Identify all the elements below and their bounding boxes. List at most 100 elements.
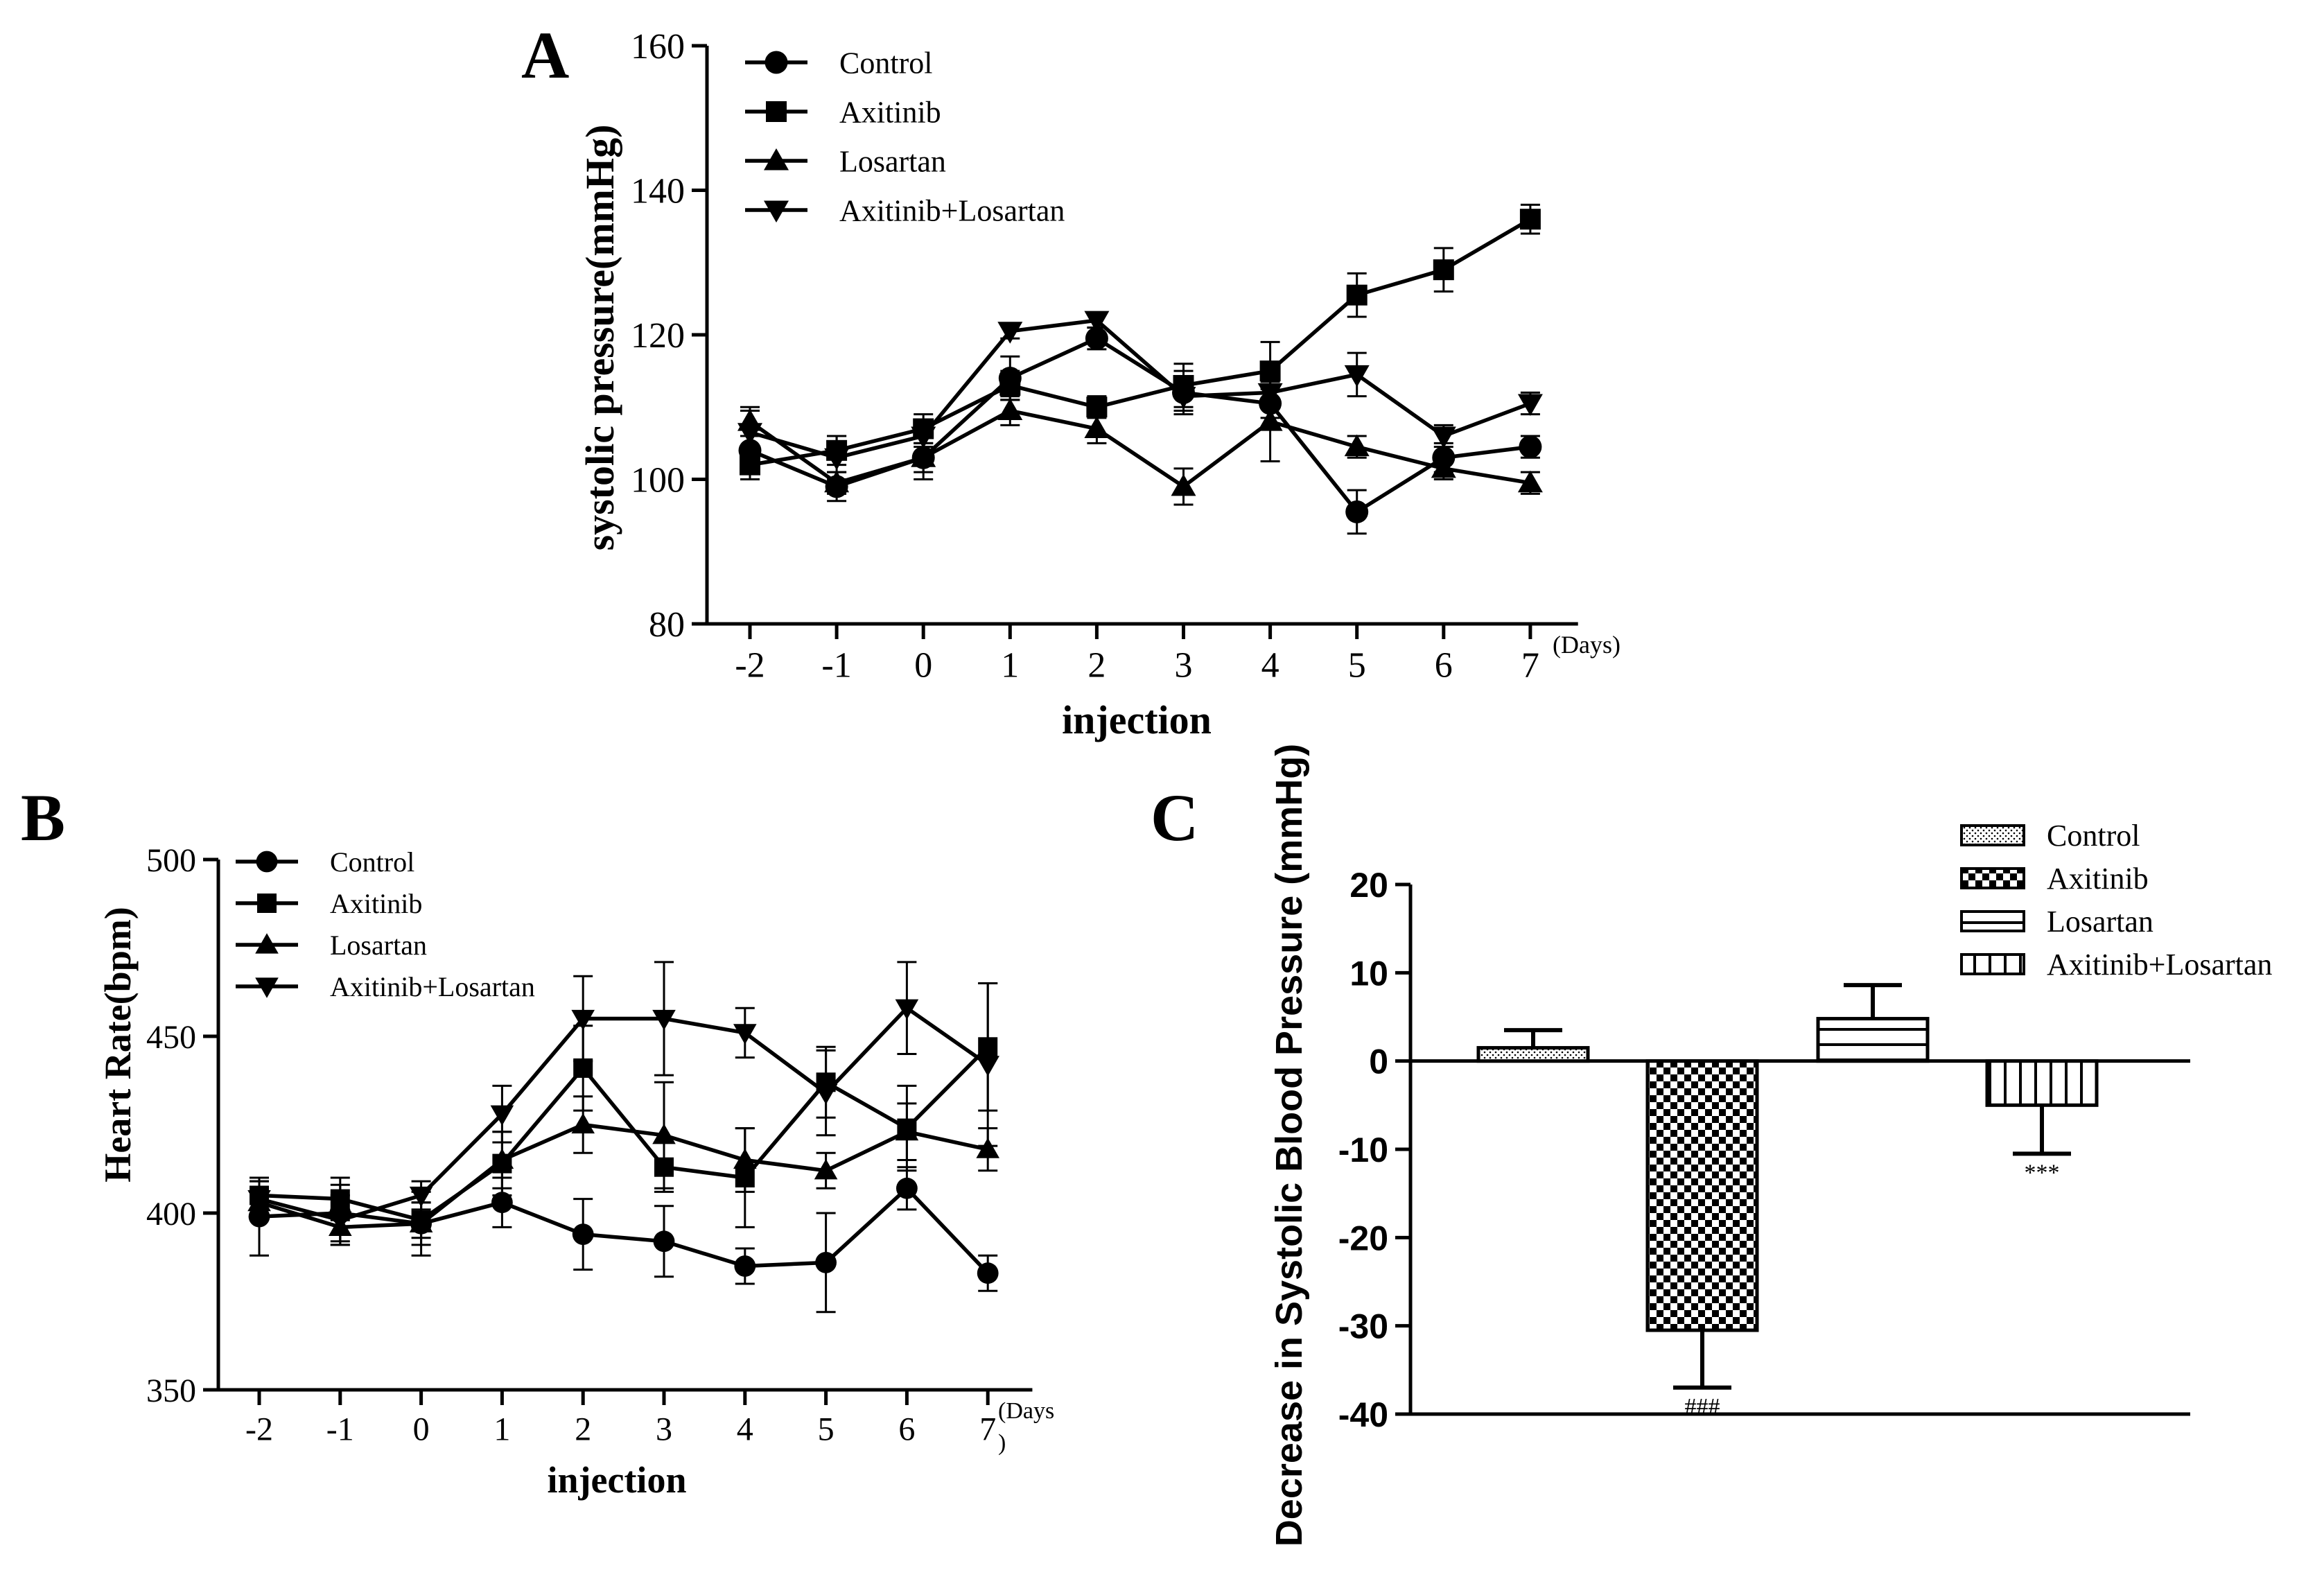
panel-c-bar [1645,1059,1759,1332]
panel-a-data-point [1085,326,1108,350]
panel-b-legend-marker [257,894,277,913]
panel-a-data-point [1344,434,1370,457]
panel-a-series-line [749,408,1531,489]
panel-a-x-tick-label: 4 [1261,646,1279,686]
panel-c-y-tick-label: -40 [1338,1395,1388,1434]
panel-a-data-point [737,423,762,445]
panel-a-data-point [1346,284,1368,306]
panel-a-data-point [1171,387,1196,409]
panel-c-legend-label: Control [2047,819,2140,853]
panel-b-x-tick-label: 2 [575,1411,591,1447]
panel-b-data-point [733,1024,757,1045]
panel-a-x-unit: (Days) [1553,631,1620,659]
panel-a-data-point [999,374,1021,396]
panel-c-legend-item-axitinib-losartan: Axitinib+Losartan [1960,948,2272,982]
panel-c-ylabel: Decrease in Systolic Blood Pressure (mmH… [1268,744,1310,1546]
panel-a-legend-marker [764,148,789,171]
panel-b-data-point [490,1105,514,1126]
panel-b-legend-label: Losartan [330,930,427,961]
panel-b-ylabel: Heart Rate(bpm) [97,907,139,1182]
panel-a-data-point [997,398,1023,420]
panel-c-y-tick-label: -20 [1338,1219,1388,1257]
panel-a-y-tick-label: 140 [631,172,685,211]
panel-a-data-point [1345,500,1369,523]
panel-c-y-tick-label: 10 [1349,954,1388,993]
panel-b-legend-item-losartan: Losartan [236,930,427,961]
panel-b-series-line [259,1005,989,1223]
panel-b-y-tick-label: 400 [146,1196,196,1232]
panel-a-legend-item-control: Control [745,46,932,80]
panel-b-data-point [652,1124,676,1144]
panel-b-legend-item-control: Control [236,846,414,878]
panel-c-legend-label: Axitinib [2047,862,2149,896]
panel-b-x-tick-label: 1 [493,1411,510,1447]
panel-b-series-line [259,1045,990,1223]
panel-c-legend-label: Axitinib+Losartan [2047,948,2272,982]
panel-b-data-point [409,1186,433,1208]
panel-a-x-tick-label: 5 [1348,646,1366,686]
panel-c-bar-axitinib: ### [1645,1059,1759,1420]
panel-a-y-tick-label: 120 [631,316,685,356]
panel-b-data-point [733,1148,757,1169]
panel-a-legend-item-losartan: Losartan [745,144,946,178]
panel-a-data-point [1519,209,1541,230]
panel-c-bar-chart: Decrease in Systolic Blood Pressure (mmH… [1268,744,2272,1546]
panel-a-data-point [1257,383,1283,406]
panel-a-data-point [1517,394,1543,417]
panel-b-x-tick-label: 6 [898,1411,915,1447]
panel-b-data-point [814,1159,838,1180]
panel-a-legend-marker [765,51,788,74]
panel-a-x-tick-label: 6 [1435,646,1453,686]
panel-b-legend-marker [255,933,279,954]
panel-a-legend-label: Control [839,46,932,80]
panel-a-line-chart: systolic pressure(mmHg) injection (Days)… [577,27,1620,742]
panel-label-c: C [1151,781,1198,855]
panel-c-legend-swatch [1960,824,2025,846]
panel-b-legend-label: Axitinib [330,888,422,919]
panel-a-data-point [1433,259,1454,281]
panel-b-line-chart: Heart Rate(bpm) injection (Days ) 350400… [97,842,1054,1501]
panel-b-data-point [895,999,919,1020]
panel-b-x-unit-tail: ) [998,1430,1006,1456]
panel-a-series-line [749,217,1532,467]
panel-b-y-tick-label: 500 [146,842,196,879]
panel-b-data-point [247,1190,271,1211]
panel-c-bar [1816,1017,1930,1063]
panel-b-data-point [896,1177,918,1199]
panel-a-data-point [1084,416,1110,439]
panel-a-data-point [1431,455,1456,478]
panel-a-legend-marker [766,101,787,122]
panel-a-legend-item-axitinib-losartan: Axitinib+Losartan [745,193,1065,227]
panel-b-x-tick-label: 7 [979,1411,996,1447]
panel-a-data-point [1344,365,1370,387]
panel-b-legend-label: Control [330,846,414,878]
panel-b-data-point [572,1223,594,1245]
panel-a-legend-label: Losartan [839,144,946,178]
panel-a-x-tick-label: 0 [914,646,932,686]
panel-c-bar [1985,1059,2099,1107]
panel-c-legend-swatch [1960,953,2025,975]
panel-b-x-tick-label: -2 [245,1411,273,1447]
panel-a-data-point [911,426,936,448]
panel-c-significance-label: *** [2025,1160,2060,1185]
panel-c-legend-item-axitinib: Axitinib [1960,862,2149,896]
panel-b-legend-marker [255,977,279,998]
panel-c-y-tick-label: -10 [1338,1131,1388,1169]
panel-b-data-point [815,1252,837,1273]
panel-a-data-point [997,322,1023,344]
panel-a-x-tick-label: 2 [1087,646,1106,686]
panel-c-bar [1476,1046,1590,1063]
panel-a-xlabel: injection [1062,697,1212,742]
panel-a-y-tick-label: 80 [649,605,685,645]
panel-a-data-point [824,470,850,493]
panel-a-legend-label: Axitinib [839,95,941,129]
panel-a-data-point [824,448,850,471]
panel-b-data-point [976,1138,999,1158]
panel-a-data-point [911,445,936,467]
panel-c-significance-label: ### [1685,1394,1720,1420]
panel-a-y-tick-label: 160 [631,27,685,67]
panel-b-data-point [734,1255,756,1277]
panel-label-a: A [521,18,569,92]
panel-b-x-tick-label: 5 [818,1411,835,1447]
